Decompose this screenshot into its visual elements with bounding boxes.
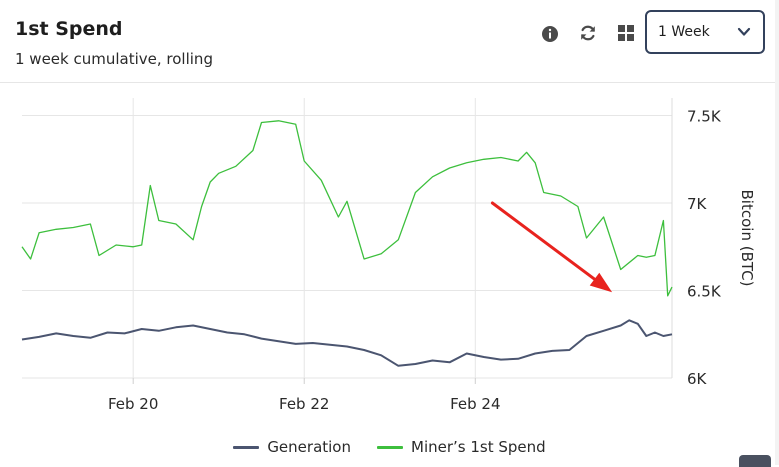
legend-swatch-generation [233, 445, 260, 449]
legend-item-spend[interactable]: Miner’s 1st Spend [377, 438, 546, 456]
y-axis-title: Bitcoin (BTC) [738, 190, 756, 287]
x-tick-label: Feb 20 [108, 395, 158, 413]
range-select-value: 1 Week [658, 24, 710, 40]
header-divider [0, 82, 779, 83]
page-edge [775, 0, 779, 465]
refresh-icon[interactable] [578, 23, 598, 43]
grid-icon[interactable] [616, 23, 636, 43]
x-tick-label: Feb 22 [279, 395, 329, 413]
legend-label-spend: Miner’s 1st Spend [411, 438, 546, 456]
series-line-spend [21, 120, 673, 297]
legend: Generation Miner’s 1st Spend [0, 436, 779, 458]
chart-subtitle: 1 week cumulative, rolling [15, 50, 213, 68]
annotation-arrow-shaft [490, 201, 602, 285]
y-tick-label: 7K [687, 195, 708, 213]
y-tick-label: 7.5K [687, 108, 722, 126]
legend-swatch-spend [377, 445, 403, 449]
corner-tab[interactable] [739, 455, 771, 467]
chevron-down-icon [737, 27, 751, 36]
page-title: 1st Spend [15, 18, 123, 40]
x-tick-label: Feb 24 [450, 395, 500, 413]
info-icon[interactable] [540, 24, 560, 44]
legend-item-generation[interactable]: Generation [233, 438, 351, 456]
series-line-generation [21, 319, 673, 367]
annotation-arrow-head [589, 272, 613, 293]
chart-plot: 6K 6.5K 7K 7.5K Feb 20 Feb 22 Feb 24 Bitcoin (B… [21, 98, 756, 413]
legend-label-generation: Generation [267, 438, 351, 456]
range-select[interactable]: 1 Week [645, 10, 765, 54]
y-tick-label: 6.5K [687, 283, 722, 301]
y-tick-label: 6K [687, 370, 708, 388]
